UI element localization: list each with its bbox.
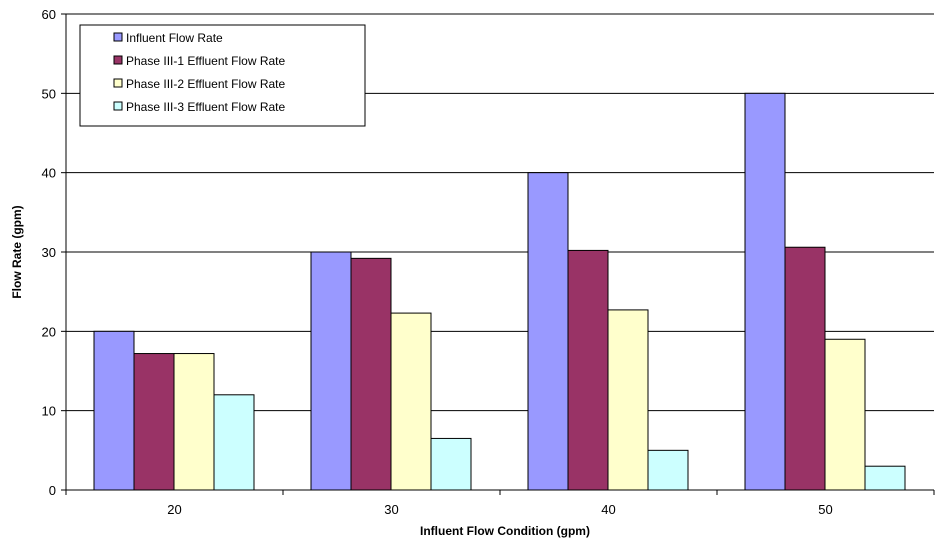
bars — [93, 92, 906, 491]
y-tick-label-60: 60 — [42, 7, 56, 22]
y-tick-label-40: 40 — [42, 166, 56, 181]
y-tick-label-30: 30 — [42, 245, 56, 260]
bar-3-20 — [173, 353, 215, 491]
y-tick-label-0: 0 — [49, 483, 56, 498]
bar-4-40 — [647, 449, 689, 491]
legend-swatch-3 — [113, 78, 123, 88]
y-tick-labels: 0 10 20 30 40 50 60 — [42, 7, 56, 498]
bar-3-50 — [824, 338, 866, 491]
legend-swatch-4 — [113, 101, 123, 111]
x-tick-label-20: 20 — [167, 502, 181, 517]
x-tick-labels: 20 30 40 50 — [167, 502, 832, 517]
bar-1-40 — [527, 172, 569, 491]
legend-label-3: Phase III-2 Effluent Flow Rate — [126, 77, 286, 91]
legend-box — [79, 24, 366, 127]
y-tick-label-10: 10 — [42, 404, 56, 419]
axes — [61, 13, 935, 495]
legend: Influent Flow Rate Phase III-1 Effluent F… — [79, 24, 366, 127]
legend-label-1: Influent Flow Rate — [126, 31, 223, 45]
bar-2-30 — [350, 257, 392, 491]
bar-4-30 — [430, 437, 472, 491]
bar-1-20 — [93, 330, 135, 491]
x-tick-label-40: 40 — [601, 502, 615, 517]
y-axis-title: Flow Rate (gpm) — [10, 205, 24, 298]
legend-label-4: Phase III-3 Effluent Flow Rate — [126, 100, 286, 114]
bar-2-50 — [784, 246, 826, 491]
bar-1-50 — [744, 92, 786, 491]
bar-2-20 — [133, 353, 175, 491]
bar-4-20 — [213, 394, 255, 491]
legend-label-2: Phase III-1 Effluent Flow Rate — [126, 54, 286, 68]
bar-1-30 — [310, 251, 352, 491]
legend-swatch-1 — [113, 32, 123, 42]
legend-swatch-2 — [113, 55, 123, 65]
bar-3-40 — [607, 309, 649, 491]
bar-4-50 — [864, 465, 906, 491]
x-axis-title: Influent Flow Condition (gpm) — [420, 524, 590, 538]
x-tick-label-30: 30 — [384, 502, 398, 517]
bar-3-30 — [390, 312, 432, 491]
y-tick-label-20: 20 — [42, 324, 56, 339]
y-tick-label-50: 50 — [42, 86, 56, 101]
x-tick-label-50: 50 — [818, 502, 832, 517]
bar-2-40 — [567, 249, 609, 491]
